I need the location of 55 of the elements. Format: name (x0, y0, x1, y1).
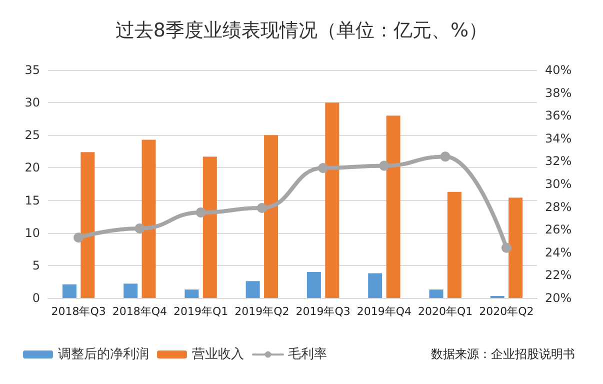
point (256, 202, 267, 213)
y-tick-label: 10 (24, 226, 40, 240)
y2-tick-label: 36% (545, 108, 572, 123)
point (318, 163, 328, 174)
bar (386, 116, 400, 298)
bar (306, 272, 321, 298)
y2-tick-label: 34% (545, 131, 572, 146)
chart-title: 过去8季度业绩表现情况（单位：亿元、%） (115, 20, 488, 42)
bar (264, 135, 278, 298)
bar (246, 281, 260, 298)
y2-tick-label: 20% (545, 291, 572, 305)
y-tick-label: 15 (24, 193, 40, 208)
x-tick-label: 2019年Q2 (234, 305, 290, 318)
x-tick-label: 2020年Q1 (418, 305, 473, 318)
bar (124, 284, 138, 298)
point (440, 152, 450, 162)
legend-label: 营业收入 (192, 347, 244, 362)
point (134, 223, 145, 234)
y2-tick-label: 28% (545, 200, 572, 214)
bar (368, 273, 382, 298)
legend-label: 调整后的净利润 (58, 347, 149, 362)
x-tick-label: 2018年Q4 (112, 305, 168, 318)
y-tick-label: 20 (24, 160, 40, 175)
bar (429, 290, 444, 298)
bar (325, 102, 340, 298)
y2-tick-label: 38% (545, 86, 572, 100)
y2-tick-label: 22% (545, 268, 572, 282)
y-tick-label: 0 (32, 291, 40, 305)
y2-tick-label: 40% (545, 63, 572, 77)
legend-label: 毛利率 (288, 346, 327, 362)
y-tick-label: 25 (24, 128, 40, 142)
bar (447, 192, 462, 298)
point (196, 208, 206, 218)
x-tick-label: 2019年Q1 (173, 305, 228, 318)
source-note: 数据来源：企业招股说明书 (431, 347, 575, 361)
x-tick-label: 2018年Q3 (51, 305, 106, 318)
bar (508, 198, 523, 298)
point (74, 232, 84, 243)
y-tick-label: 35 (24, 63, 40, 77)
y2-tick-label: 32% (545, 154, 572, 168)
y-tick-label: 5 (32, 258, 40, 272)
x-tick-label: 2019年Q3 (296, 305, 350, 318)
x-tick-label: 2020年Q2 (479, 305, 534, 318)
y2-tick-label: 30% (545, 177, 572, 191)
y2-tick-label: 26% (545, 222, 572, 237)
y-tick-label: 30 (24, 96, 40, 110)
bar (184, 290, 199, 298)
bar (62, 284, 76, 298)
point (379, 160, 390, 171)
y2-tick-label: 24% (545, 245, 572, 260)
point (501, 242, 512, 253)
x-tick-label: 2019年Q4 (356, 305, 412, 318)
bar (80, 152, 95, 298)
bar (202, 156, 217, 298)
bar (142, 140, 156, 298)
